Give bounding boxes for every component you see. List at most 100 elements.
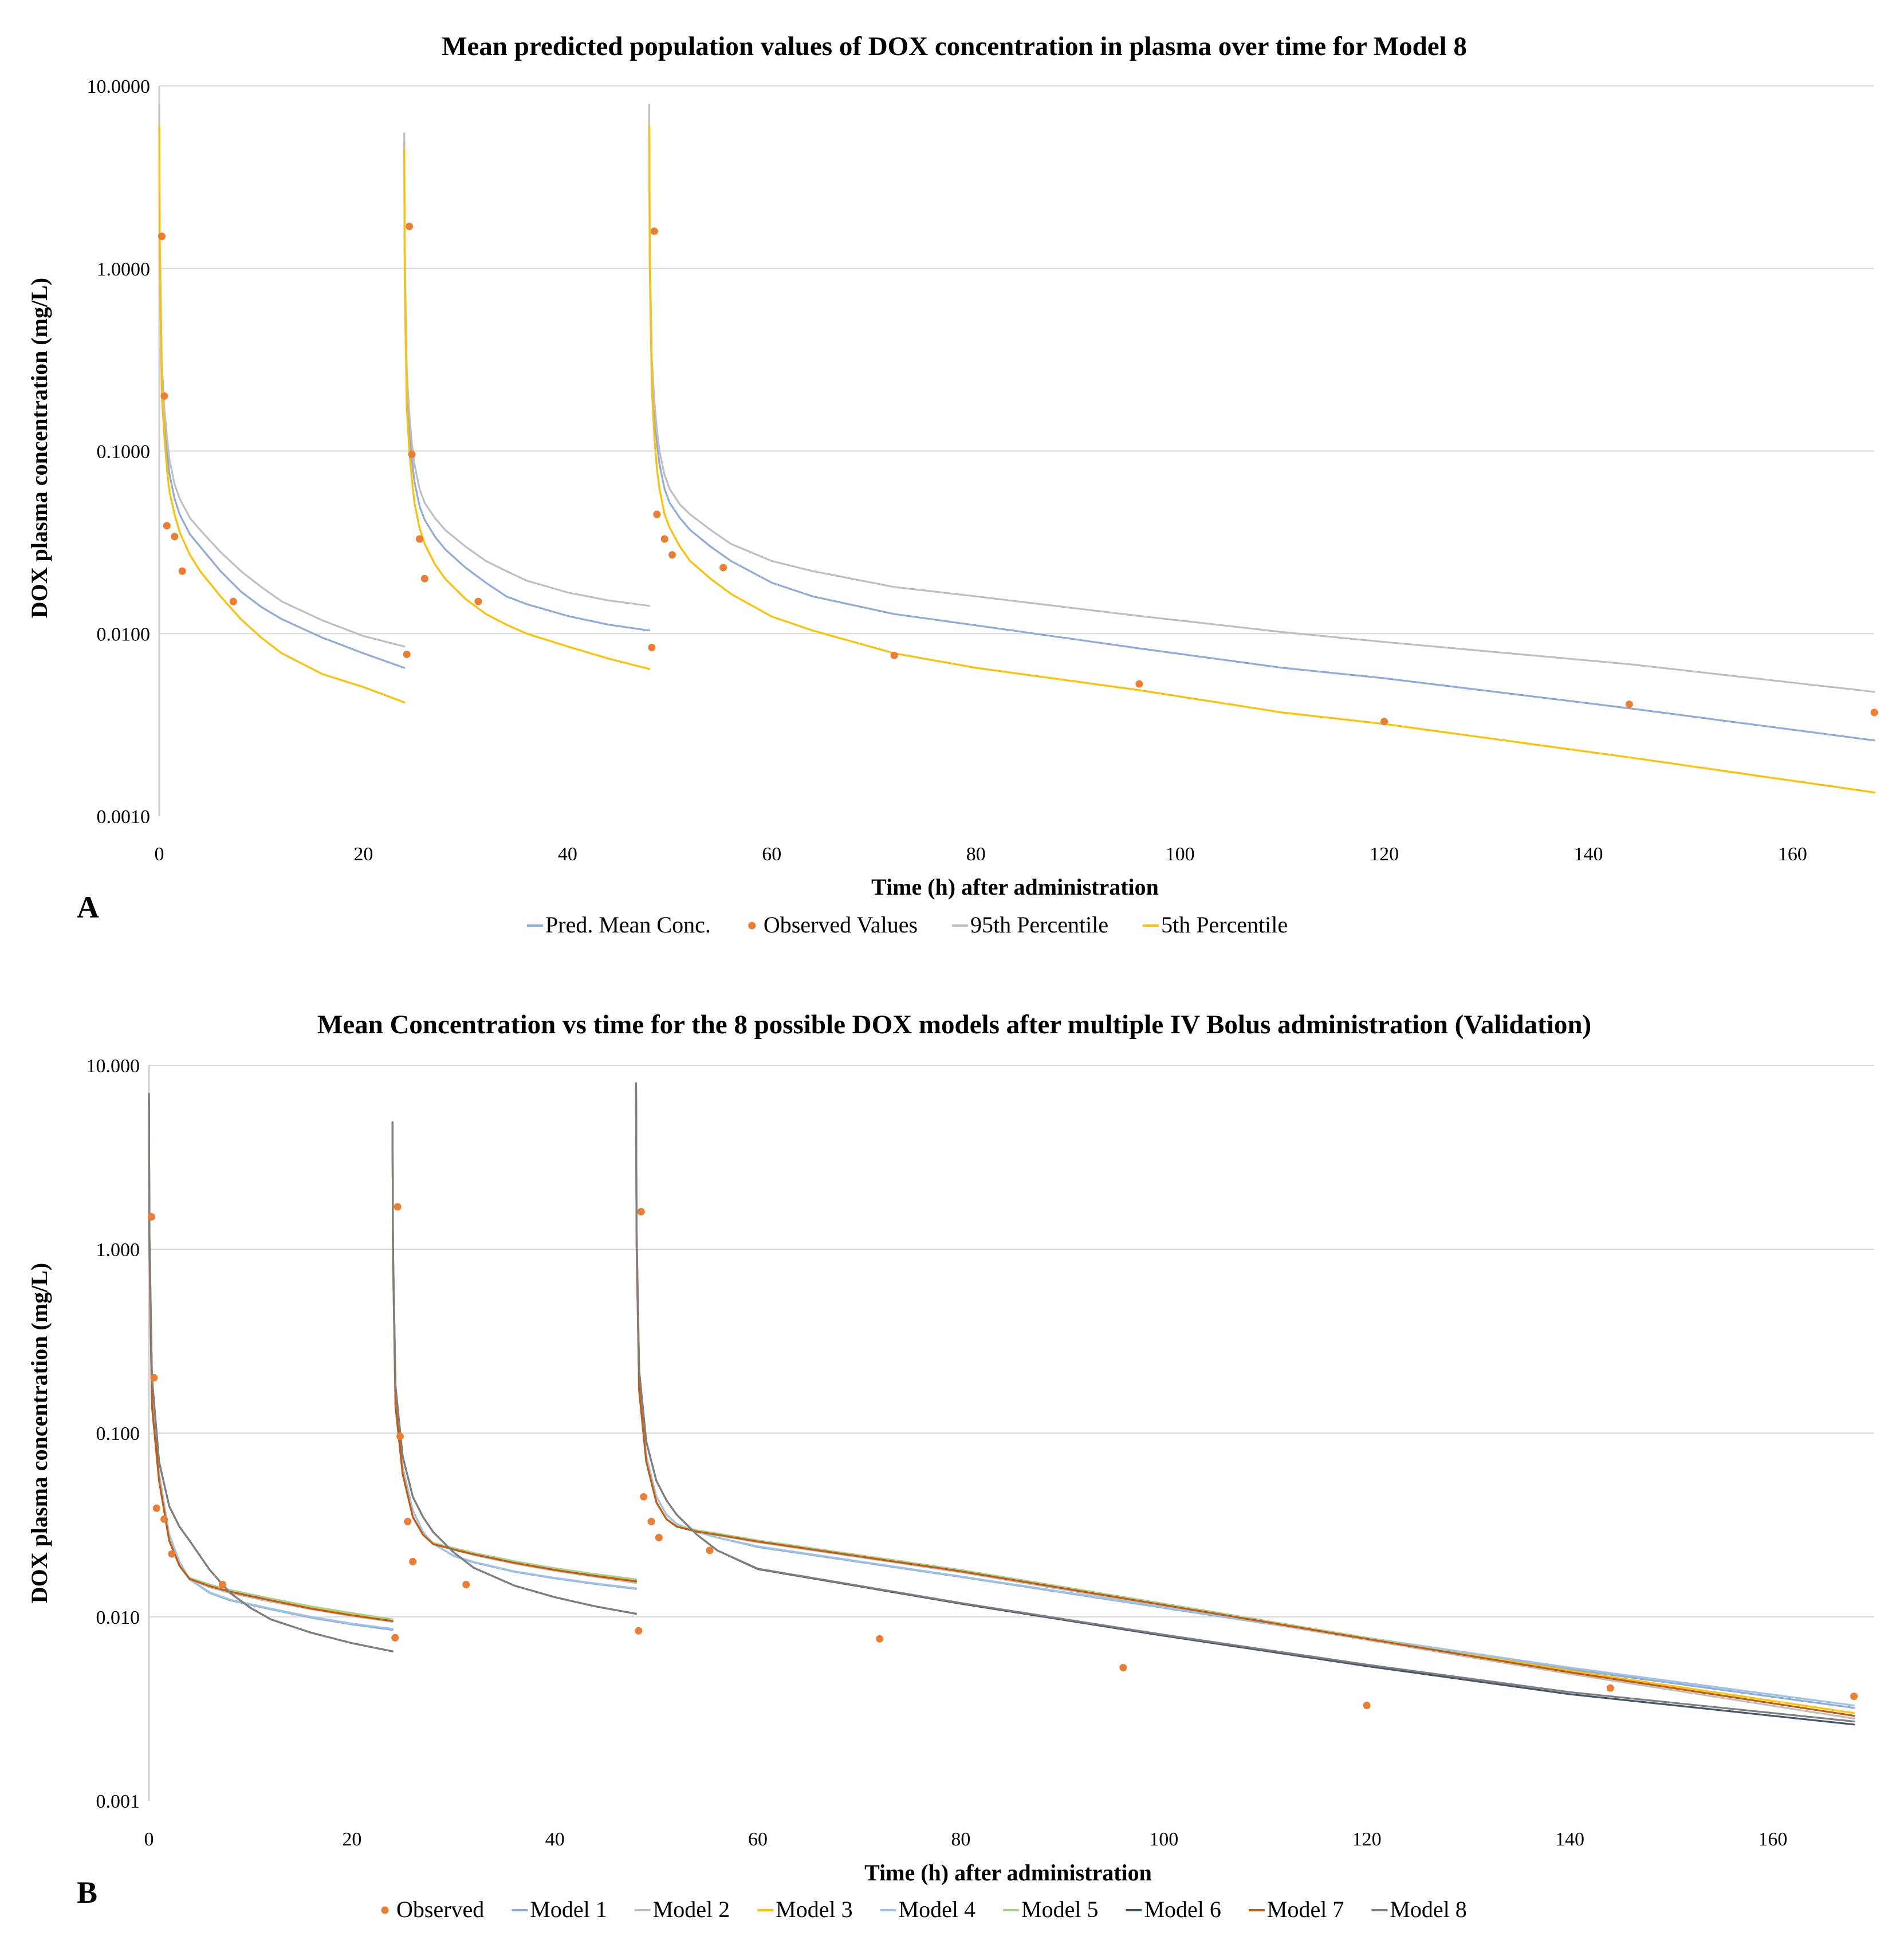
- observed-point: [706, 1546, 714, 1554]
- panel-a-x-ticks: 0 20 40 60 80 100 120 140 160: [155, 844, 1807, 865]
- legend-item-model-7: Model 7: [1248, 1896, 1344, 1922]
- y-tick-label: 0.1000: [97, 442, 151, 463]
- x-tick-label: 60: [762, 844, 781, 865]
- legend-item-95th-percentile: 95th Percentile: [952, 912, 1108, 938]
- panel-b-y-ticks: 0.001 0.010 0.100 1.000 10.000: [86, 1056, 140, 1812]
- x-tick-label: 20: [353, 844, 373, 865]
- panel-a-observed-points: [158, 222, 1878, 726]
- observed-point: [152, 1504, 160, 1512]
- observed-point: [640, 1493, 648, 1501]
- legend-label: 5th Percentile: [1161, 912, 1288, 938]
- observed-point: [635, 1627, 643, 1635]
- model-7-line-dose-3: [635, 1084, 1855, 1717]
- legend-label: 95th Percentile: [970, 912, 1108, 938]
- model-4-line-dose-3: [635, 1084, 1855, 1707]
- legend-label: Model 1: [530, 1896, 607, 1922]
- model-6-line-dose-1: [148, 1093, 394, 1652]
- y-tick-label: 0.100: [96, 1423, 140, 1445]
- legend-item-model-4: Model 4: [880, 1896, 975, 1922]
- legend-label: Model 3: [776, 1896, 852, 1922]
- legend-label: Model 5: [1021, 1896, 1098, 1922]
- y-tick-label: 1.000: [96, 1239, 140, 1261]
- y-tick-label: 10.0000: [87, 76, 151, 97]
- legend-label: Model 4: [899, 1896, 975, 1922]
- panel-b-y-axis-label: DOX plasma concentration (mg/L): [26, 1263, 52, 1603]
- y-tick-label: 0.0010: [97, 806, 151, 828]
- y-tick-label: 0.0100: [97, 624, 151, 645]
- observed-point: [647, 1518, 655, 1526]
- observed-point: [1363, 1702, 1371, 1710]
- x-tick-label: 160: [1758, 1829, 1787, 1850]
- model-5-line-dose-2: [391, 1123, 638, 1581]
- model-8-line-dose-3: [635, 1082, 1855, 1723]
- observed-point: [394, 1203, 402, 1211]
- observed-point: [462, 1580, 470, 1588]
- panel-b-x-ticks: 0 20 40 60 80 100 120 140 160: [144, 1829, 1788, 1850]
- observed-point: [150, 1373, 158, 1382]
- model-2-line-dose-3: [635, 1083, 1855, 1720]
- y-tick-label: 10.000: [86, 1056, 140, 1077]
- model-3-line-dose-2: [391, 1123, 638, 1582]
- panel-a-title: Mean predicted population values of DOX …: [442, 32, 1467, 61]
- observed-point: [171, 533, 179, 541]
- observed-point: [406, 222, 414, 230]
- legend-item-pred-mean-conc: Pred. Mean Conc.: [527, 912, 711, 938]
- legend-label: Model 8: [1390, 1896, 1466, 1922]
- x-tick-label: 60: [748, 1829, 768, 1850]
- pred-mean-conc-line-dose-3: [648, 119, 1875, 742]
- panel-a-series: [158, 104, 1875, 794]
- x-tick-label: 120: [1370, 844, 1399, 865]
- observed-point: [160, 392, 168, 400]
- panel-a-x-axis-label: Time (h) after administration: [871, 874, 1159, 900]
- observed-point: [160, 1515, 168, 1523]
- panel-b-title: Mean Concentration vs time for the 8 pos…: [317, 1010, 1591, 1040]
- panel-a-chart: Mean predicted population values of DOX …: [26, 32, 1878, 938]
- 5th-percentile-line-dose-3: [648, 125, 1875, 794]
- model-4-line-dose-1: [148, 1097, 394, 1630]
- 95th-percentile-line-dose-2: [403, 132, 651, 607]
- observed-point: [660, 535, 668, 543]
- observed-point: [1135, 680, 1143, 688]
- observed-point: [403, 650, 411, 658]
- observed-point: [655, 1534, 663, 1542]
- panel-b-chart: Mean Concentration vs time for the 8 pos…: [26, 1010, 1874, 1922]
- panel-a-y-axis-label: DOX plasma concentration (mg/L): [26, 278, 52, 618]
- legend-item-model-2: Model 2: [634, 1896, 730, 1922]
- observed-point: [1606, 1684, 1614, 1692]
- legend-label: Observed: [396, 1896, 484, 1922]
- legend-item-model-3: Model 3: [757, 1896, 853, 1922]
- panel-b-gridlines: [148, 1065, 1874, 1801]
- observed-point: [415, 535, 423, 543]
- legend-marker: [748, 922, 756, 930]
- observed-point: [420, 574, 428, 583]
- x-tick-label: 40: [558, 844, 577, 865]
- model-3-line-dose-1: [148, 1095, 394, 1621]
- 5th-percentile-line-dose-1: [158, 125, 406, 703]
- model-6-line-dose-3: [635, 1083, 1855, 1726]
- legend-item-model-6: Model 6: [1126, 1896, 1221, 1922]
- legend-label: Pred. Mean Conc.: [545, 912, 711, 938]
- observed-point: [890, 651, 898, 659]
- observed-point: [147, 1213, 155, 1221]
- model-7-line-dose-2: [391, 1123, 638, 1583]
- legend-item-5th-percentile: 5th Percentile: [1143, 912, 1288, 938]
- y-tick-label: 1.0000: [97, 259, 151, 280]
- observed-point: [178, 567, 186, 575]
- observed-point: [1380, 718, 1388, 726]
- observed-point: [474, 597, 482, 605]
- x-tick-label: 0: [155, 844, 164, 865]
- legend-item-model-5: Model 5: [1003, 1896, 1098, 1922]
- legend-label: Model 2: [653, 1896, 730, 1922]
- legend-item-observed-values: Observed Values: [748, 912, 918, 938]
- panel-a-letter: A: [77, 890, 99, 924]
- panel-b-observed-points: [147, 1203, 1858, 1710]
- panel-a-legend: Pred. Mean Conc. Observed Values 95th Perc…: [527, 912, 1288, 938]
- observed-point: [229, 597, 237, 605]
- observed-point: [1870, 709, 1878, 717]
- observed-point: [876, 1635, 884, 1643]
- observed-point: [218, 1580, 226, 1588]
- observed-point: [653, 510, 661, 518]
- observed-point: [168, 1550, 176, 1558]
- x-tick-label: 140: [1555, 1829, 1584, 1850]
